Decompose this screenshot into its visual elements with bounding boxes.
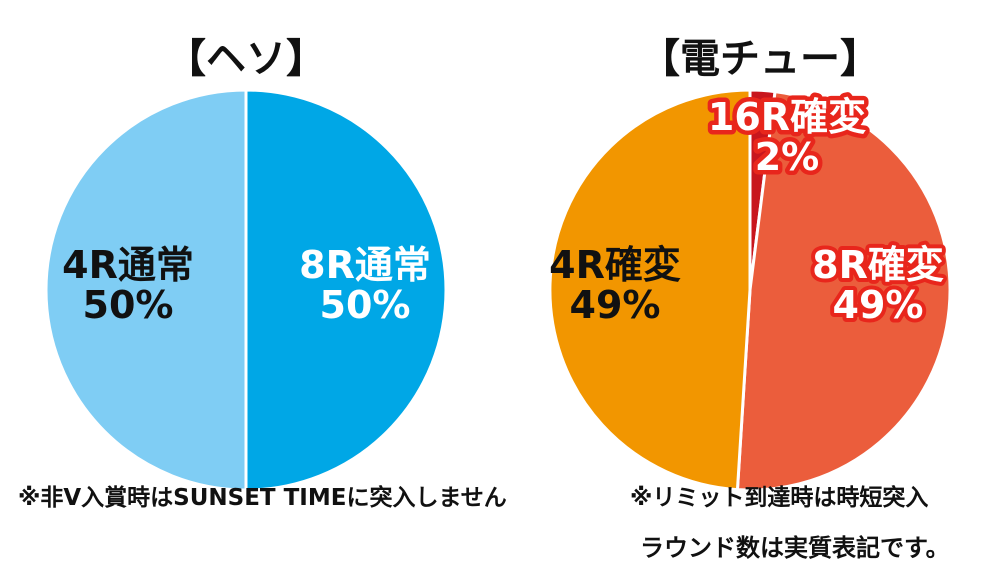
note-heso: ※非V入賞時はSUNSET TIMEに突入しません [18, 485, 507, 511]
chart-title-heso: 【ヘソ】 [166, 36, 326, 82]
slice-label-4r-normal: 4R通常 [62, 243, 194, 287]
heso-slice-0 [244, 88, 448, 492]
slice-value-8r-kakuhen: 49% [833, 283, 924, 327]
footer-note: ラウンド数は実質表記です。 [640, 534, 950, 562]
slice-label-4r-kakuhen: 4R確変 [549, 243, 681, 287]
heso-slice-1 [44, 88, 248, 492]
slice-value-4r-kakuhen: 49% [570, 283, 661, 327]
slice-value-4r-normal: 50% [83, 283, 174, 327]
slice-value-16r-kakuhen: 2% [755, 135, 820, 179]
chart-title-denchu: 【電チュー】 [640, 36, 880, 82]
note-denchu: ※リミット到達時は時短突入 [630, 485, 929, 511]
slice-label-16r-kakuhen: 16R確変 [708, 95, 866, 139]
denchu-slice-2 [548, 88, 752, 492]
slice-label-8r-normal: 8R通常 [299, 243, 431, 287]
pie-chart-heso [44, 88, 448, 492]
denchu-slice-1 [735, 89, 952, 492]
slice-value-8r-normal: 50% [320, 283, 411, 327]
slice-label-8r-kakuhen: 8R確変 [812, 243, 944, 287]
pie-chart-denchu [548, 88, 952, 492]
